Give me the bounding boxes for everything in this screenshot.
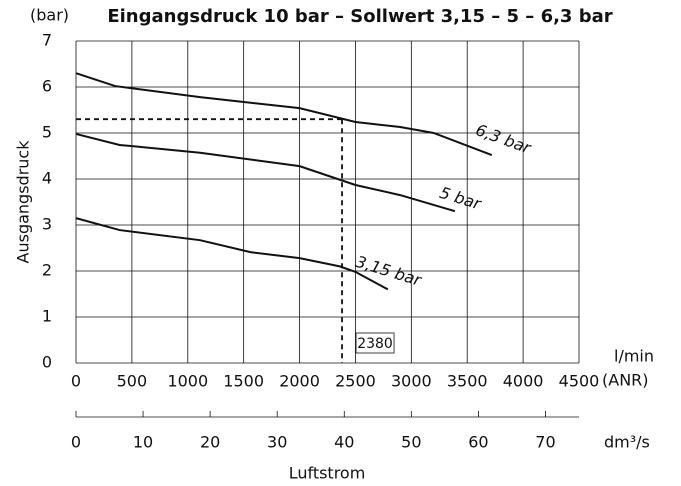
x-unit: l/min xyxy=(614,347,654,366)
reference-box xyxy=(355,332,395,354)
x2-tick-label: 20 xyxy=(200,433,220,452)
chart-title: Eingangsdruck 10 bar – Sollwert 3,15 – 5… xyxy=(107,6,612,27)
y-tick-label: 7 xyxy=(42,31,52,50)
x2-tick-label: 0 xyxy=(71,433,81,452)
x-unit-note: (ANR) xyxy=(602,371,649,390)
series-label: 3,15 bar xyxy=(354,252,425,290)
x-tick-label: 1500 xyxy=(223,372,264,391)
x-tick-label: 4500 xyxy=(559,372,600,391)
series-line xyxy=(75,132,456,213)
series-line xyxy=(75,217,389,291)
y-unit: (bar) xyxy=(30,6,69,25)
x2-tick-label: 70 xyxy=(535,433,555,452)
x-tick-label: 4000 xyxy=(503,372,544,391)
x-tick-label: 500 xyxy=(117,372,148,391)
y-tick-label: 5 xyxy=(42,123,52,142)
y-tick-label: 0 xyxy=(42,353,52,372)
y-tick-label: 2 xyxy=(42,261,52,280)
x-tick-label: 3000 xyxy=(391,372,432,391)
x-axis-label: Luftstrom xyxy=(289,464,366,483)
x-tick-label: 2000 xyxy=(279,372,320,391)
x-tick-label: 0 xyxy=(71,372,81,391)
x-tick-label: 1000 xyxy=(167,372,208,391)
x2-tick-label: 30 xyxy=(267,433,287,452)
x2-tick-label: 40 xyxy=(334,433,354,452)
series-line xyxy=(75,72,493,157)
reference-label: 2380 xyxy=(357,336,393,352)
x2-tick-label: 10 xyxy=(133,433,153,452)
y-tick-label: 3 xyxy=(42,215,52,234)
x-tick-label: 3500 xyxy=(447,372,488,391)
x2-unit: dm³/s xyxy=(604,433,650,452)
y-axis-label: Ausgangsdruck xyxy=(14,140,33,264)
x2-tick-label: 60 xyxy=(468,433,488,452)
y-tick-label: 6 xyxy=(42,77,52,96)
x2-tick-label: 50 xyxy=(401,433,421,452)
x-tick-label: 2500 xyxy=(335,372,376,391)
y-tick-label: 1 xyxy=(42,307,52,326)
y-tick-label: 4 xyxy=(42,169,52,188)
